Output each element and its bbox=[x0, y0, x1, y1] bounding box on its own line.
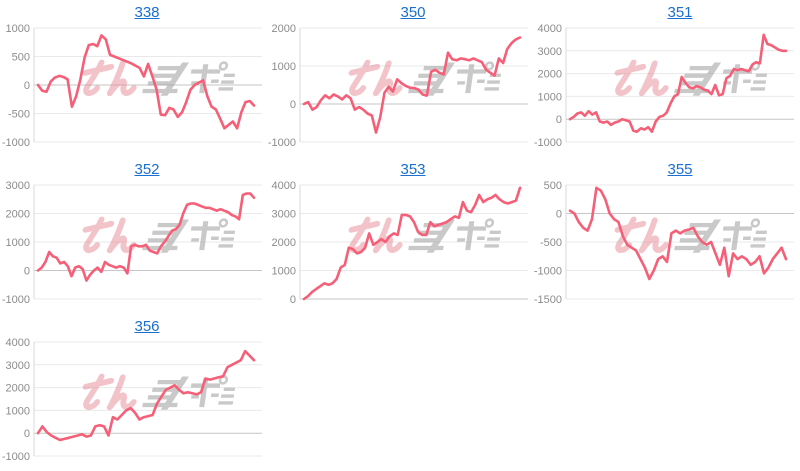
watermark-minrepo-logo bbox=[82, 59, 236, 97]
chart-cell-353: 353 4000 3000 2000 1000 0 bbox=[266, 157, 532, 314]
y-tick-label: 2000 bbox=[538, 69, 562, 81]
chart-plot-351: 4000 3000 2000 1000 0 -1000 bbox=[534, 23, 794, 149]
chart-cell-356: 356 4000 3000 2000 1000 0 -1000 bbox=[0, 314, 266, 471]
chart-plot-355: 500 0 -500 -1000 -1500 bbox=[534, 180, 794, 306]
watermark-minrepo-logo bbox=[82, 373, 236, 411]
y-tick-label: -1000 bbox=[534, 137, 562, 149]
chart-link-352[interactable]: 352 bbox=[134, 161, 160, 178]
y-tick-label: 0 bbox=[290, 294, 296, 306]
chart-link-356[interactable]: 356 bbox=[134, 318, 160, 335]
chart-title-row: 350 bbox=[266, 0, 532, 22]
chart-title-row: 352 bbox=[0, 157, 266, 179]
y-tick-label: 500 bbox=[544, 180, 562, 192]
empty-cell bbox=[266, 314, 532, 471]
chart-title-row: 355 bbox=[532, 157, 800, 179]
series-line bbox=[36, 34, 256, 130]
watermark-gray-kana bbox=[674, 218, 768, 253]
chart-title-row: 351 bbox=[532, 0, 800, 22]
chart-title-row: 353 bbox=[266, 157, 532, 179]
y-tick-label: -1000 bbox=[2, 137, 30, 149]
y-tick-label: 2000 bbox=[272, 237, 296, 249]
y-tick-label: 1000 bbox=[272, 61, 296, 73]
y-tick-label: 1000 bbox=[6, 237, 30, 249]
y-tick-label: 3000 bbox=[6, 180, 30, 192]
y-tick-label: -1000 bbox=[2, 451, 30, 463]
y-tick-label: 4000 bbox=[272, 180, 296, 192]
empty-cell bbox=[532, 314, 800, 471]
watermark-pink-kana bbox=[82, 59, 137, 97]
chart-cell-338: 338 1000 500 0 -500 -1000 bbox=[0, 0, 266, 157]
y-tick-label: 1000 bbox=[6, 23, 30, 35]
watermark-gray-kana bbox=[408, 61, 502, 96]
y-tick-label: 0 bbox=[24, 266, 30, 278]
chart-cell-351: 351 4000 3000 2000 1000 0 -1000 bbox=[532, 0, 800, 157]
y-tick-label: 0 bbox=[556, 114, 562, 126]
y-tick-label: -1000 bbox=[534, 266, 562, 278]
chart-link-351[interactable]: 351 bbox=[667, 4, 693, 21]
y-tick-label: 2000 bbox=[6, 383, 30, 395]
series-line bbox=[568, 186, 788, 281]
y-tick-label: 1000 bbox=[538, 91, 562, 103]
chart-link-338[interactable]: 338 bbox=[134, 4, 160, 21]
chart-plot-356: 4000 3000 2000 1000 0 -1000 bbox=[2, 337, 262, 463]
y-tick-label: 3000 bbox=[538, 46, 562, 58]
y-tick-label: 1000 bbox=[272, 266, 296, 278]
chart-title-row: 356 bbox=[0, 314, 266, 336]
chart-title-row: 338 bbox=[0, 0, 266, 22]
y-tick-label: 2000 bbox=[6, 209, 30, 221]
series-line bbox=[568, 33, 788, 133]
watermark-minrepo-logo bbox=[614, 59, 768, 97]
watermark-minrepo-logo bbox=[614, 216, 768, 254]
y-tick-label: 2000 bbox=[272, 23, 296, 35]
y-tick-label: -1000 bbox=[268, 137, 296, 149]
y-tick-label: -1500 bbox=[534, 294, 562, 306]
y-tick-label: 0 bbox=[24, 80, 30, 92]
series-line bbox=[36, 349, 256, 442]
watermark-gray-kana bbox=[142, 218, 236, 253]
y-tick-label: 0 bbox=[556, 209, 562, 221]
chart-cell-350: 350 2000 1000 0 -1000 bbox=[266, 0, 532, 157]
chart-link-353[interactable]: 353 bbox=[400, 161, 426, 178]
chart-plot-350: 2000 1000 0 -1000 bbox=[268, 23, 528, 149]
watermark-pink-kana bbox=[82, 216, 137, 254]
y-tick-label: 3000 bbox=[6, 360, 30, 372]
y-tick-label: 4000 bbox=[538, 23, 562, 35]
watermark-pink-kana bbox=[348, 59, 403, 97]
series-line bbox=[36, 192, 256, 282]
y-tick-label: -1000 bbox=[2, 294, 30, 306]
y-tick-label: -500 bbox=[8, 109, 30, 121]
watermark-minrepo-logo bbox=[348, 59, 502, 97]
chart-link-355[interactable]: 355 bbox=[667, 161, 693, 178]
watermark-pink-kana bbox=[614, 59, 669, 97]
watermark-pink-kana bbox=[348, 216, 403, 254]
y-tick-label: 500 bbox=[12, 52, 30, 64]
y-tick-label: 4000 bbox=[6, 337, 30, 349]
y-tick-label: -500 bbox=[540, 237, 562, 249]
y-tick-label: 3000 bbox=[272, 209, 296, 221]
y-tick-label: 1000 bbox=[6, 405, 30, 417]
series-line bbox=[302, 186, 522, 301]
watermark-minrepo-logo bbox=[82, 216, 236, 254]
watermark-gray-kana bbox=[674, 61, 768, 96]
chart-link-350[interactable]: 350 bbox=[400, 4, 426, 21]
chart-plot-352: 3000 2000 1000 0 -1000 bbox=[2, 180, 262, 306]
chart-plot-338: 1000 500 0 -500 -1000 bbox=[2, 23, 262, 149]
y-tick-label: 0 bbox=[24, 428, 30, 440]
watermark-gray-kana bbox=[142, 61, 236, 96]
chart-cell-355: 355 500 0 -500 -1000 -1500 bbox=[532, 157, 800, 314]
watermark-pink-kana bbox=[82, 373, 137, 411]
series-line bbox=[302, 36, 522, 134]
chart-plot-353: 4000 3000 2000 1000 0 bbox=[272, 180, 528, 306]
y-tick-label: 0 bbox=[290, 99, 296, 111]
chart-cell-352: 352 3000 2000 1000 0 -1000 bbox=[0, 157, 266, 314]
